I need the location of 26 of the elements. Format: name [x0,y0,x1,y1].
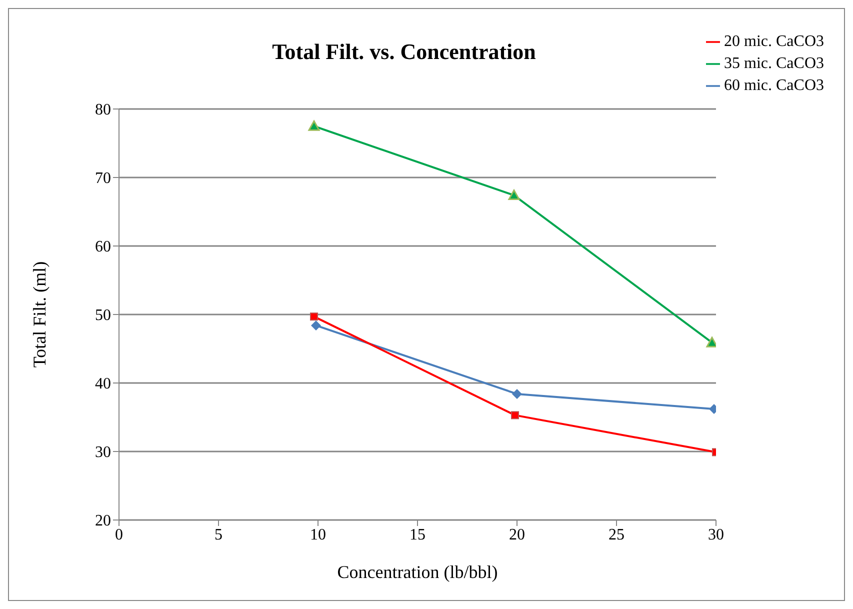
x-tick-label: 20 [509,526,525,544]
y-tick-label: 20 [95,512,111,530]
x-tick-label: 0 [115,526,123,544]
x-tick-label: 10 [310,526,326,544]
x-tick-label: 25 [608,526,624,544]
legend-label: 60 mic. CaCO3 [724,77,824,94]
y-axis-title: Total Filt. (ml) [29,261,50,368]
y-tick-label: 40 [95,376,111,393]
y-tick-label: 30 [95,444,111,462]
point [508,190,520,200]
x-tick-label: 30 [708,526,724,544]
point [310,312,318,321]
x-tick-label: 15 [410,526,426,544]
point [512,388,522,399]
y-tick-label: 70 [95,170,111,188]
y-tick-label: 60 [95,238,111,256]
point [311,320,322,330]
x-axis-title: Concentration (lb/bbl) [337,562,498,582]
y-tick-label: 50 [95,307,111,324]
chart-title: Total Filt. vs. Concentration [271,39,537,65]
point [308,120,320,131]
legend-label: 20 mic. CaCO3 [724,33,824,50]
legend-label: 35 mic. CaCO3 [724,55,824,72]
x-tick-label: 5 [214,526,222,544]
y-tick-label: 80 [95,102,111,119]
point [511,411,520,420]
